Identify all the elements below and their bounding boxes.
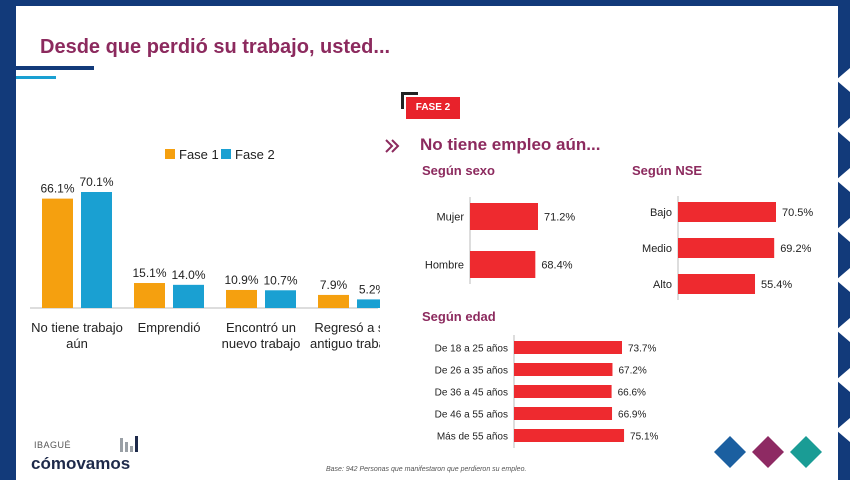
- data-label: 70.1%: [79, 175, 113, 189]
- data-label: 5.2%: [359, 282, 380, 296]
- logo-bars-icon: [135, 436, 138, 452]
- chevron-right-icon: [385, 139, 394, 153]
- data-label: 7.9%: [320, 278, 348, 292]
- data-label: 66.6%: [618, 388, 646, 399]
- nse-heading: Según NSE: [632, 163, 703, 178]
- sexo-heading: Según sexo: [422, 163, 495, 178]
- bar: [81, 192, 112, 308]
- category-label: Emprendió: [138, 320, 201, 335]
- chevron-right-icon: [391, 139, 400, 153]
- bar: [226, 289, 257, 308]
- badge-bracket: [401, 92, 418, 109]
- right-notch: [836, 318, 850, 342]
- right-notch: [836, 118, 850, 142]
- logo-city: IBAGUÉ: [34, 440, 72, 450]
- category-label: aún: [66, 336, 88, 351]
- data-label: 66.1%: [40, 182, 74, 196]
- sexo-bar-chart: Mujer 71.2% Hombre 68.4%: [425, 197, 575, 284]
- right-notch: [836, 368, 850, 392]
- right-notch: [836, 418, 850, 442]
- bar: [514, 407, 613, 420]
- right-notch: [836, 268, 850, 292]
- logo-bars-icon: [125, 442, 128, 452]
- bar: [470, 251, 536, 278]
- data-label: 71.2%: [544, 212, 575, 224]
- bar: [514, 385, 612, 398]
- left-border-bar: [0, 0, 16, 480]
- category-label: Regresó a su: [314, 320, 380, 335]
- data-label: 70.5%: [782, 207, 813, 219]
- logo-name: cómovamos: [31, 454, 131, 473]
- data-label: 68.4%: [541, 260, 572, 272]
- logo-bars-icon: [120, 438, 123, 452]
- category-label: nuevo trabajo: [222, 336, 301, 351]
- bar: [134, 283, 165, 308]
- diamond-purple-icon: [752, 436, 784, 468]
- main-bar-chart: Fase 1 Fase 2 66.1% 70.1% No tiene trabajoaú…: [30, 147, 380, 351]
- right-border-bar: [838, 0, 850, 480]
- bar: [173, 284, 204, 308]
- category-label: Hombre: [425, 260, 464, 272]
- data-label: 10.7%: [263, 273, 297, 287]
- top-border-bar: [16, 0, 838, 6]
- diamond-teal-icon: [790, 436, 822, 468]
- category-label: De 26 a 35 años: [435, 366, 508, 377]
- category-label: De 36 a 45 años: [435, 388, 508, 399]
- legend-swatch: [221, 149, 231, 159]
- bar: [514, 341, 622, 354]
- legend-swatch: [165, 149, 175, 159]
- section-subtitle: No tiene empleo aún...: [420, 135, 601, 154]
- category-label: Bajo: [650, 207, 672, 219]
- category-label: Encontró un: [226, 320, 296, 335]
- data-label: 15.1%: [132, 266, 166, 280]
- data-label: 69.2%: [780, 243, 811, 255]
- page-title: Desde que perdió su trabajo, usted...: [40, 36, 391, 58]
- bar: [357, 299, 380, 308]
- footnote: Base: 942 Personas que manifestaron que …: [326, 466, 527, 473]
- category-label: Alto: [653, 279, 672, 291]
- bar: [42, 198, 73, 308]
- title-underline: [16, 66, 94, 70]
- legend-label: Fase 2: [235, 147, 275, 162]
- bar: [318, 294, 349, 308]
- bar: [678, 202, 776, 222]
- category-label: No tiene trabajo: [31, 320, 123, 335]
- bar: [265, 290, 296, 308]
- category-label: antiguo trabajo: [310, 336, 380, 351]
- edad-heading: Según edad: [422, 309, 496, 324]
- bar: [514, 429, 625, 442]
- bar: [678, 238, 775, 258]
- category-label: De 18 a 25 años: [435, 344, 508, 355]
- phase-badge: FASE 2: [406, 97, 460, 119]
- diamond-blue-icon: [714, 436, 746, 468]
- category-label: De 46 a 55 años: [435, 410, 508, 421]
- title-underline-accent: [16, 76, 56, 79]
- category-label: Mujer: [436, 212, 464, 224]
- data-label: 67.2%: [618, 366, 646, 377]
- right-notch: [836, 168, 850, 192]
- data-label: 10.9%: [224, 273, 258, 287]
- data-label: 14.0%: [171, 268, 205, 282]
- right-notch: [836, 218, 850, 242]
- right-notch: [836, 68, 850, 92]
- bar: [514, 363, 613, 376]
- data-label: 73.7%: [628, 344, 656, 355]
- legend-label: Fase 1: [179, 147, 219, 162]
- category-label: Medio: [642, 243, 672, 255]
- edad-bar-chart: De 18 a 25 años 73.7% De 26 a 35 años 67.2%…: [435, 335, 659, 448]
- bar: [470, 203, 538, 230]
- category-label: Más de 55 años: [437, 432, 508, 443]
- data-label: 55.4%: [761, 279, 792, 291]
- data-label: 66.9%: [618, 410, 646, 421]
- nse-bar-chart: Bajo 70.5% Medio 69.2% Alto 55.4%: [642, 196, 813, 300]
- data-label: 75.1%: [630, 432, 658, 443]
- bar: [678, 274, 756, 294]
- logo-bars-icon: [130, 446, 133, 452]
